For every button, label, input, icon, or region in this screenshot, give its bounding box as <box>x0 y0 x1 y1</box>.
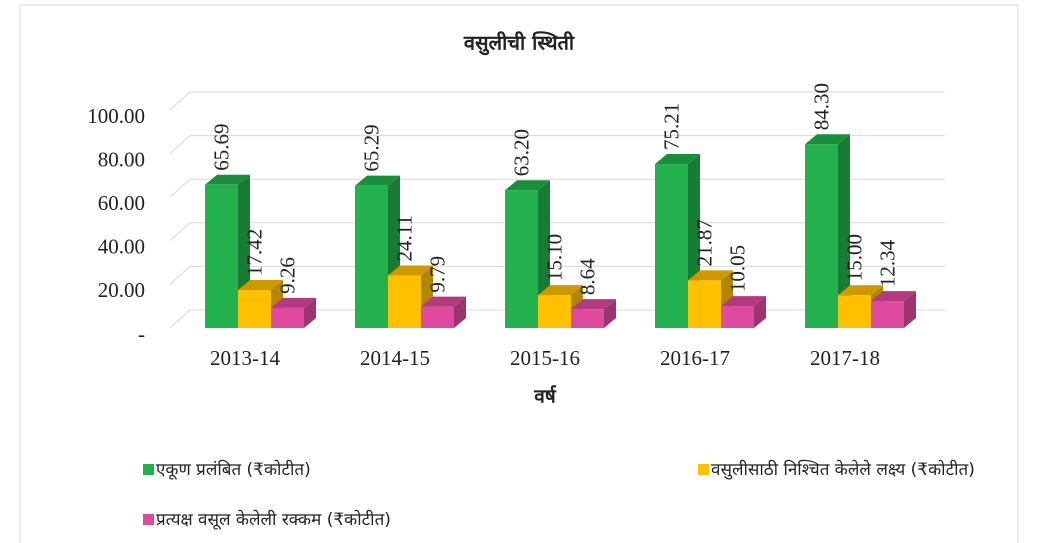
bar-top <box>721 296 766 307</box>
bar-top <box>205 174 250 185</box>
data-label: 15.10 <box>542 234 566 281</box>
bar-top <box>688 270 733 281</box>
grid-line-depth <box>169 178 191 198</box>
bar <box>505 190 538 328</box>
x-tick-label: 2016-17 <box>660 346 730 370</box>
bar-top <box>505 180 550 191</box>
bar-top <box>571 299 616 310</box>
bar <box>871 301 904 328</box>
data-label: 75.21 <box>659 103 683 150</box>
data-label: 12.34 <box>875 239 899 287</box>
x-axis-label: वर्ष <box>533 385 557 408</box>
y-tick-label: 100.00 <box>87 104 145 128</box>
bar <box>538 295 571 328</box>
bar <box>571 309 604 328</box>
bar-top <box>805 134 850 145</box>
bar <box>838 295 871 328</box>
data-label: 65.69 <box>209 124 233 171</box>
data-label: 63.20 <box>509 129 533 176</box>
bar <box>688 280 721 328</box>
bar <box>421 306 454 328</box>
bar-top <box>421 296 466 307</box>
bar-side <box>304 297 316 328</box>
data-label: 8.64 <box>575 258 599 295</box>
bar <box>238 290 271 328</box>
bar <box>205 184 238 328</box>
bar <box>655 164 688 328</box>
data-label: 17.42 <box>242 229 266 276</box>
y-tick-label: 80.00 <box>98 147 145 171</box>
legend-swatch <box>143 514 154 525</box>
legend-label: वसुलीसाठी निश्चित केलेले लक्ष्य (₹कोटीत) <box>711 459 975 480</box>
bar-top <box>271 297 316 308</box>
bar <box>805 144 838 328</box>
bar-top <box>355 175 400 186</box>
grid-line-depth <box>169 309 191 329</box>
x-tick-label: 2013-14 <box>210 346 280 370</box>
grid-line-depth <box>169 91 191 111</box>
bar-top <box>388 265 433 276</box>
bar-side <box>838 134 850 328</box>
y-tick-label: 40.00 <box>98 235 145 259</box>
bar-side <box>904 291 916 328</box>
y-tick-label: 60.00 <box>98 191 145 215</box>
bar-side <box>604 299 616 328</box>
data-label: 9.26 <box>275 257 299 294</box>
bar-side <box>454 296 466 328</box>
data-label: 9.79 <box>425 256 449 293</box>
data-label: 65.29 <box>359 124 383 171</box>
bar <box>271 307 304 328</box>
chart-title: वसुलीची स्थिती <box>463 31 575 56</box>
grid-line-depth <box>169 266 191 285</box>
bar <box>721 306 754 328</box>
data-label: 10.05 <box>725 245 749 292</box>
legend-label: एकूण प्रलंबित (₹कोटीत) <box>156 459 311 480</box>
bar-top <box>238 280 283 291</box>
grid-line-depth <box>169 135 191 154</box>
y-tick-label: 20.00 <box>98 278 145 302</box>
bar-top <box>655 154 700 165</box>
grid-line-depth <box>169 222 191 242</box>
data-label: 15.00 <box>842 234 866 281</box>
legend-label: प्रत्यक्ष वसूल केलेली रक्कम (₹कोटीत) <box>156 509 391 530</box>
legend-swatch <box>698 464 709 475</box>
bar-top <box>871 291 916 302</box>
data-label: 21.87 <box>692 219 716 266</box>
x-tick-label: 2017-18 <box>810 346 880 370</box>
legend-swatch <box>143 464 154 475</box>
bar <box>388 275 421 328</box>
x-tick-label: 2015-16 <box>510 346 580 370</box>
data-label: 24.11 <box>392 215 416 261</box>
bar <box>355 185 388 328</box>
data-label: 84.30 <box>809 83 833 130</box>
x-tick-label: 2014-15 <box>360 346 430 370</box>
bar-side <box>754 296 766 328</box>
bar-top <box>838 285 883 296</box>
y-tick-label: - <box>138 322 145 346</box>
bar-top <box>538 285 583 296</box>
